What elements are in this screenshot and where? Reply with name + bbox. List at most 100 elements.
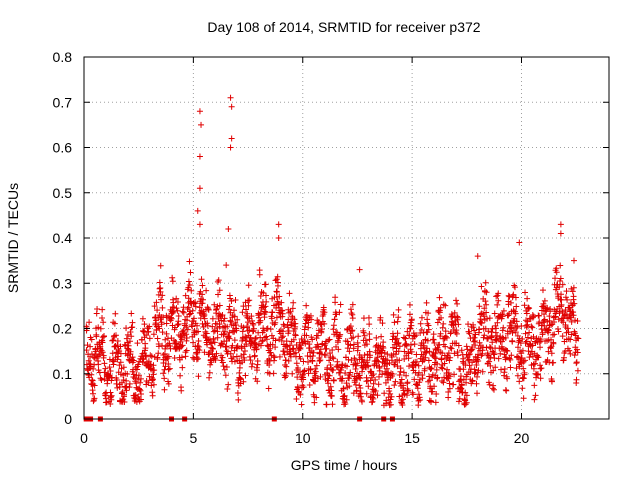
data-point bbox=[248, 363, 255, 370]
data-point bbox=[453, 330, 460, 337]
data-point bbox=[551, 319, 558, 326]
data-point bbox=[311, 399, 318, 406]
data-point bbox=[146, 323, 153, 330]
data-point bbox=[512, 329, 519, 336]
x-tick-label: 15 bbox=[404, 430, 420, 446]
data-point bbox=[94, 305, 101, 312]
data-point bbox=[426, 377, 433, 384]
data-point bbox=[100, 319, 107, 326]
data-point bbox=[318, 326, 325, 333]
data-point bbox=[199, 291, 206, 298]
data-point bbox=[249, 320, 256, 327]
data-point bbox=[384, 351, 391, 358]
data-point bbox=[220, 318, 227, 325]
data-point bbox=[216, 287, 223, 294]
data-point bbox=[281, 351, 288, 358]
data-point bbox=[250, 325, 257, 332]
data-point bbox=[112, 310, 119, 317]
data-point bbox=[128, 310, 135, 317]
data-point bbox=[136, 386, 143, 393]
data-point bbox=[155, 343, 162, 350]
data-point bbox=[135, 361, 142, 368]
data-point bbox=[425, 357, 432, 364]
data-point bbox=[211, 301, 218, 308]
data-point bbox=[513, 324, 520, 331]
data-point bbox=[270, 370, 277, 377]
data-point bbox=[351, 379, 358, 386]
data-point bbox=[500, 324, 507, 331]
data-point bbox=[195, 343, 202, 350]
data-point bbox=[336, 309, 343, 316]
data-point bbox=[404, 379, 411, 386]
data-point bbox=[194, 342, 201, 349]
data-point bbox=[227, 144, 234, 151]
data-point bbox=[287, 342, 294, 349]
data-point bbox=[320, 306, 327, 313]
data-point bbox=[462, 401, 469, 408]
data-point bbox=[149, 392, 156, 399]
data-point bbox=[300, 384, 307, 391]
data-point bbox=[183, 324, 190, 331]
data-point bbox=[185, 295, 192, 302]
data-point bbox=[348, 328, 355, 335]
data-point bbox=[149, 376, 156, 383]
chart-title: Day 108 of 2014, SRMTID for receiver p37… bbox=[207, 19, 480, 35]
data-point bbox=[300, 368, 307, 375]
data-point bbox=[163, 330, 170, 337]
data-point bbox=[288, 322, 295, 329]
data-point bbox=[413, 351, 420, 358]
data-point bbox=[225, 306, 232, 313]
data-point bbox=[447, 344, 454, 351]
data-point bbox=[391, 361, 398, 368]
data-point bbox=[231, 307, 238, 314]
data-point bbox=[473, 380, 480, 387]
data-point bbox=[451, 371, 458, 378]
data-point bbox=[280, 348, 287, 355]
data-point bbox=[303, 332, 310, 339]
data-point bbox=[123, 335, 130, 342]
data-point bbox=[121, 399, 128, 406]
data-point bbox=[359, 398, 366, 405]
data-point bbox=[254, 367, 261, 374]
data-point bbox=[372, 388, 379, 395]
data-point bbox=[261, 308, 268, 315]
data-point bbox=[263, 298, 270, 305]
data-point bbox=[467, 369, 474, 376]
data-point bbox=[150, 331, 157, 338]
data-point bbox=[273, 276, 280, 283]
data-point bbox=[454, 314, 461, 321]
y-tick-label: 0.7 bbox=[53, 94, 73, 110]
data-point bbox=[558, 301, 565, 308]
data-point bbox=[159, 329, 166, 336]
data-point bbox=[486, 343, 493, 350]
data-point bbox=[196, 347, 203, 354]
data-point bbox=[296, 345, 303, 352]
data-point bbox=[247, 334, 254, 341]
data-point bbox=[568, 318, 575, 325]
data-point bbox=[309, 336, 316, 343]
data-point bbox=[204, 341, 211, 348]
data-point bbox=[231, 337, 238, 344]
data-point bbox=[91, 395, 98, 402]
data-point bbox=[185, 304, 192, 311]
data-point bbox=[267, 326, 274, 333]
data-point bbox=[208, 359, 215, 366]
data-point bbox=[408, 348, 415, 355]
data-point bbox=[547, 305, 554, 312]
data-point bbox=[534, 371, 541, 378]
data-point bbox=[439, 377, 446, 384]
data-point bbox=[161, 375, 168, 382]
data-point bbox=[170, 299, 177, 306]
data-point bbox=[254, 378, 261, 385]
data-point bbox=[83, 347, 90, 354]
data-point bbox=[414, 385, 421, 392]
data-point bbox=[88, 371, 95, 378]
data-point bbox=[490, 382, 497, 389]
data-point bbox=[330, 326, 337, 333]
data-point bbox=[526, 354, 533, 361]
data-point bbox=[123, 377, 130, 384]
data-point bbox=[509, 338, 516, 345]
data-point bbox=[188, 287, 195, 294]
y-tick-label: 0.1 bbox=[53, 366, 73, 382]
data-point bbox=[370, 371, 377, 378]
